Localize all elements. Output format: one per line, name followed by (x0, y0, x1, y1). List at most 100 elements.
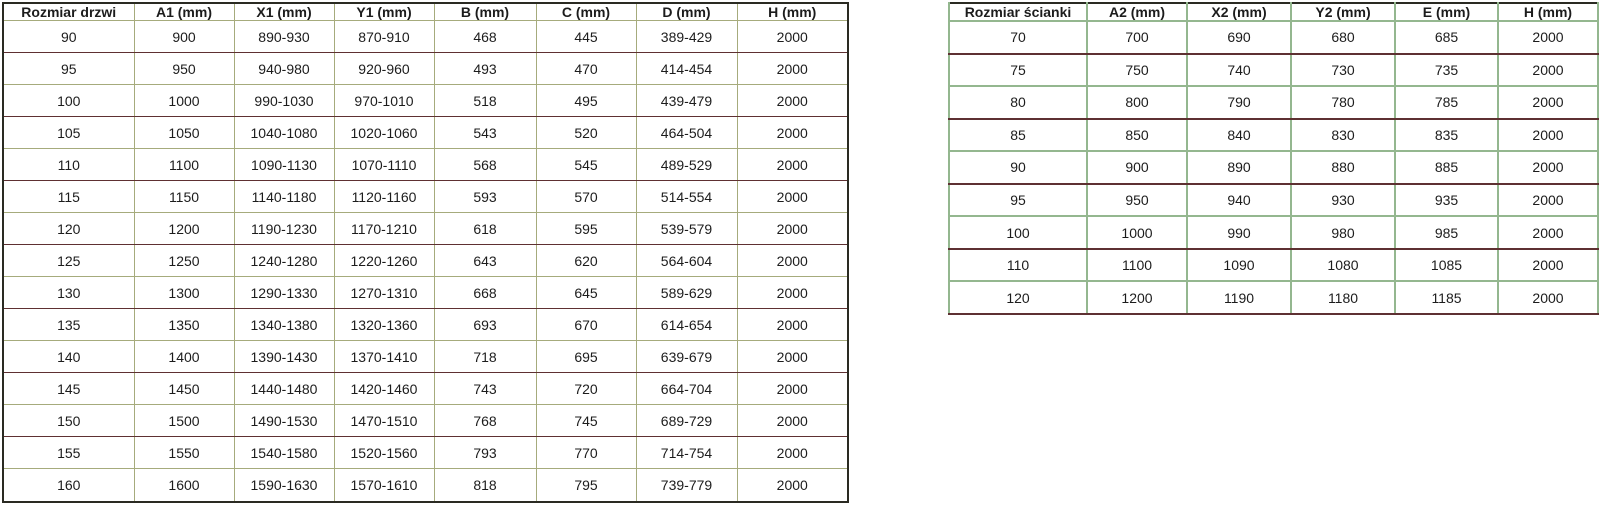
table-cell: 95 (2, 52, 135, 86)
table-row: 75 750 740 730 735 2000 (948, 53, 1599, 88)
table-cell: 1370-1410 (333, 340, 435, 374)
table-cell: 150 (2, 404, 135, 438)
table-cell: 689-729 (635, 404, 738, 438)
table-cell: 693 (433, 308, 537, 342)
table-cell: 793 (433, 436, 537, 470)
table-cell: 2000 (1497, 118, 1599, 153)
table-cell: 2000 (1497, 281, 1599, 315)
table-row: 140 1400 1390-1430 1370-1410 718 695 639-679 20… (2, 340, 849, 374)
table-cell: 2000 (736, 436, 849, 470)
table-cell: 125 (2, 244, 135, 278)
table-cell: 840 (1186, 118, 1292, 153)
column-header: Y2 (mm) (1290, 3, 1396, 22)
table-row: 145 1450 1440-1480 1420-1460 743 720 664-704 20… (2, 372, 849, 406)
table-cell: 130 (2, 276, 135, 310)
table-cell: 1420-1460 (333, 372, 435, 406)
table-cell: 110 (2, 148, 135, 182)
table-cell: 75 (948, 53, 1088, 88)
table-cell: 1200 (133, 212, 235, 246)
table-cell: 885 (1394, 151, 1499, 185)
table-cell: 664-704 (635, 372, 738, 406)
table-cell: 1240-1280 (233, 244, 335, 278)
table-cell: 850 (1086, 118, 1188, 153)
table-row: 120 1200 1190-1230 1170-1210 618 595 539-579 20… (2, 212, 849, 246)
table-cell: 2000 (1497, 21, 1599, 55)
table-cell: 2000 (1497, 86, 1599, 120)
table-cell: 620 (535, 244, 637, 278)
door-size-table: Rozmiar drzwi A1 (mm) X1 (mm) Y1 (mm) B (mm)… (2, 2, 849, 503)
table-row: 110 1100 1090-1130 1070-1110 568 545 489-529 20… (2, 148, 849, 182)
table-cell: 718 (433, 340, 537, 374)
table-cell: 1070-1110 (333, 148, 435, 182)
table-cell: 105 (2, 116, 135, 150)
table-cell: 714-754 (635, 436, 738, 470)
table-cell: 120 (2, 212, 135, 246)
table-cell: 1340-1380 (233, 308, 335, 342)
table-cell: 520 (535, 116, 637, 150)
table-row: 100 1000 990 980 985 2000 (948, 216, 1599, 250)
table-cell: 1000 (1086, 216, 1188, 250)
table-cell: 614-654 (635, 308, 738, 342)
table-cell: 970-1010 (333, 84, 435, 118)
table-cell: 935 (1394, 183, 1499, 218)
table-cell: 445 (535, 20, 637, 54)
table-cell: 670 (535, 308, 637, 342)
table-cell: 950 (1086, 183, 1188, 218)
table-cell: 70 (948, 21, 1088, 55)
table-row: 85 850 840 830 835 2000 (948, 118, 1599, 153)
column-header: Rozmiar drzwi (2, 3, 135, 21)
table-cell: 514-554 (635, 180, 738, 214)
table-cell: 685 (1394, 21, 1499, 55)
table-cell: 770 (535, 436, 637, 470)
table-cell: 785 (1394, 86, 1499, 120)
table-cell: 1200 (1086, 281, 1188, 315)
table-cell: 145 (2, 372, 135, 406)
table-cell: 1020-1060 (333, 116, 435, 150)
table-row: 70 700 690 680 685 2000 (948, 21, 1599, 55)
table-cell: 1190-1230 (233, 212, 335, 246)
table-cell: 1590-1630 (233, 468, 335, 503)
table-cell: 870-910 (333, 20, 435, 54)
table-cell: 100 (948, 216, 1088, 250)
table-cell: 2000 (736, 276, 849, 310)
table-cell: 2000 (736, 116, 849, 150)
column-header: H (mm) (736, 3, 849, 21)
table-cell: 439-479 (635, 84, 738, 118)
table-cell: 900 (1086, 151, 1188, 185)
table-cell: 818 (433, 468, 537, 503)
table-cell: 768 (433, 404, 537, 438)
table-cell: 90 (948, 151, 1088, 185)
table-cell: 700 (1086, 21, 1188, 55)
table-cell: 1350 (133, 308, 235, 342)
table-cell: 695 (535, 340, 637, 374)
table-cell: 2000 (736, 372, 849, 406)
table-row: 100 1000 990-1030 970-1010 518 495 439-479 2000 (2, 84, 849, 118)
table-cell: 1190 (1186, 281, 1292, 315)
table-cell: 795 (535, 468, 637, 503)
table-row: 95 950 940-980 920-960 493 470 414-454 2000 (2, 52, 849, 86)
table-cell: 680 (1290, 21, 1396, 55)
column-header: C (mm) (535, 3, 637, 21)
table-cell: 920-960 (333, 52, 435, 86)
table-cell: 140 (2, 340, 135, 374)
table-cell: 1270-1310 (333, 276, 435, 310)
table-cell: 790 (1186, 86, 1292, 120)
table-cell: 730 (1290, 53, 1396, 88)
table-cell: 720 (535, 372, 637, 406)
table-cell: 100 (2, 84, 135, 118)
table-row: 155 1550 1540-1580 1520-1560 793 770 714-754 20… (2, 436, 849, 470)
table-row: 90 900 890 880 885 2000 (948, 151, 1599, 185)
table-cell: 564-604 (635, 244, 738, 278)
table-row: 125 1250 1240-1280 1220-1260 643 620 564-604 20… (2, 244, 849, 278)
table-cell: 1120-1160 (333, 180, 435, 214)
table-cell: 1490-1530 (233, 404, 335, 438)
table-cell: 690 (1186, 21, 1292, 55)
table-cell: 1090 (1186, 248, 1292, 283)
table-cell: 2000 (736, 340, 849, 374)
table-cell: 743 (433, 372, 537, 406)
table-cell: 940-980 (233, 52, 335, 86)
column-header: Rozmiar ścianki (948, 3, 1088, 22)
table-cell: 570 (535, 180, 637, 214)
column-header: X2 (mm) (1186, 3, 1292, 22)
